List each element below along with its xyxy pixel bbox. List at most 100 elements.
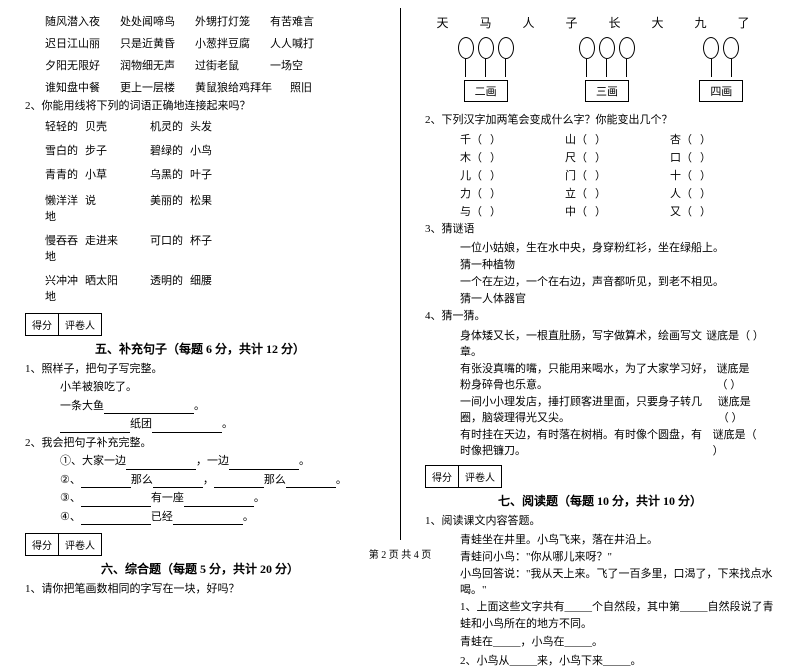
- q2-intro: 2、你能用线将下列的词语正确地连接起来吗？: [25, 98, 375, 115]
- q2-intro: 2、下列汉字加两笔会变成什么字？你能变出几个？: [425, 112, 775, 129]
- paren: ）: [700, 185, 775, 201]
- blank: [152, 421, 222, 433]
- pair-word: 懒洋洋地: [25, 192, 85, 224]
- left-column: 随风潜入夜处处闻啼鸟外甥打灯笼有苦难言 迟日江山丽只是近黄昏小葱拌豆腐人人喊打 …: [0, 0, 400, 545]
- text: ②、: [60, 474, 81, 486]
- poem-cell: 黄鼠狼给鸡拜年: [195, 79, 290, 95]
- pair-word: 美丽的: [135, 192, 190, 224]
- text: 那么: [131, 474, 153, 486]
- char: 尺（: [565, 149, 595, 165]
- poem-cell: 人人喊打: [270, 35, 330, 51]
- riddle: 一个在左边，一个在右边，声音都听见，到老不相见。: [425, 273, 775, 289]
- guess-line: 身体矮又长，一根直肚肠，写字做算术，绘画写文章。谜底是（ ）: [425, 327, 775, 359]
- pairs-block: 轻轻的贝壳机灵的头发 雪白的步子碧绿的小鸟 青青的小草乌黑的叶子 懒洋洋地说美丽…: [25, 118, 375, 304]
- sec7-q1: 1、阅读课文内容答题。: [425, 513, 775, 530]
- char: 又（: [670, 203, 700, 219]
- pair-word: 兴冲冲地: [25, 272, 85, 304]
- char: 木（: [460, 149, 490, 165]
- text: ①、大家一边: [60, 455, 126, 467]
- text: 一条大鱼: [60, 400, 104, 412]
- pair-word: 杯子: [190, 232, 240, 264]
- stroke-label: 四画: [699, 80, 743, 102]
- blank: [81, 495, 151, 507]
- poem-cell: 照旧: [290, 79, 330, 95]
- sec5-line: 一条大鱼。: [25, 398, 375, 415]
- passage: 小鸟回答说："我从天上来。飞了一百多里，口渴了，下来找点水喝。": [425, 565, 775, 597]
- poem-block: 随风潜入夜处处闻啼鸟外甥打灯笼有苦难言 迟日江山丽只是近黄昏小葱拌豆腐人人喊打 …: [25, 13, 375, 95]
- char: 与（: [460, 203, 490, 219]
- poem-cell: 随风潜入夜: [45, 13, 120, 29]
- pair-word: 雪白的: [25, 142, 85, 158]
- sec5-q2: 2、我会把句子补充完整。: [25, 435, 375, 452]
- char-add-block: 千（）山（）杏（） 木（）尺（）口（） 儿（）门（）十（） 力（）立（）人（） …: [425, 131, 775, 219]
- char: 千（: [460, 131, 490, 147]
- pair-word: 说: [85, 192, 135, 224]
- poem-cell: 外甥打灯笼: [195, 13, 270, 29]
- char: 力（: [460, 185, 490, 201]
- blank: [60, 421, 130, 433]
- guess-line: 有张没真嘴的嘴，只能用来喝水，为了大家学习好，粉身碎骨也乐意。谜底是（ ）: [425, 360, 775, 392]
- text: ，: [203, 474, 214, 486]
- riddle: 一位小姑娘，生在水中央，身穿粉红衫，坐在绿船上。: [425, 239, 775, 255]
- paren: ）: [700, 149, 775, 165]
- text: 有一座: [151, 492, 184, 504]
- paren: ）: [595, 185, 670, 201]
- paren: ）: [490, 131, 565, 147]
- pair-word: 细腰: [190, 272, 240, 304]
- pair-word: 小鸟: [190, 142, 240, 158]
- guess-line: 一间小小理发店，捶打顾客进里面，只要身子转几圈，脑袋理得光又尖。谜底是（ ）: [425, 393, 775, 425]
- passage: 青蛙坐在井里。小鸟飞来，落在井沿上。: [425, 531, 775, 547]
- paren: ）: [490, 149, 565, 165]
- paren: ）: [490, 203, 565, 219]
- poem-cell: 更上一层楼: [120, 79, 195, 95]
- char: 门（: [565, 167, 595, 183]
- q4: 4、猜一猜。: [425, 308, 775, 325]
- balloon-group: 三画: [578, 37, 636, 102]
- q3: 3、猜谜语: [425, 221, 775, 238]
- text: ④、: [60, 511, 81, 523]
- section-6-title: 六、综合题（每题 5 分，共计 20 分）: [25, 560, 375, 577]
- pair-word: 走进来: [85, 232, 135, 264]
- char: 十（: [670, 167, 700, 183]
- answer: 谜底是（ ）: [706, 327, 760, 359]
- char-row: 天 马 人 子 长 大 九 了: [425, 14, 775, 31]
- char: 中（: [565, 203, 595, 219]
- text: 身体矮又长，一根直肚肠，写字做算术，绘画写文章。: [460, 327, 706, 359]
- blank: [104, 402, 194, 414]
- pq1: 1、上面这些文字共有_____个自然段，其中第_____自然段说了青蛙和小鸟所在…: [425, 599, 775, 632]
- pair-word: 可口的: [135, 232, 190, 264]
- char: 山（: [565, 131, 595, 147]
- char: 口（: [670, 149, 700, 165]
- pair-word: 晒太阳: [85, 272, 135, 304]
- paren: ）: [595, 203, 670, 219]
- sec6-q1: 1、请你把笔画数相同的字写在一块，好吗？: [25, 581, 375, 598]
- balloon-group: 二画: [457, 37, 515, 102]
- guess-line: 有时挂在天边，有时落在树梢。有时像个圆盘，有时像把镰刀。谜底是（ ）: [425, 426, 775, 458]
- text: 有时挂在天边，有时落在树梢。有时像个圆盘，有时像把镰刀。: [460, 426, 713, 458]
- char: 杏（: [670, 131, 700, 147]
- char: 人（: [670, 185, 700, 201]
- poem-cell: 夕阳无限好: [45, 57, 120, 73]
- pair-word: 贝壳: [85, 118, 135, 134]
- balloon-group: 四画: [699, 37, 743, 102]
- blank: [173, 513, 243, 525]
- score-label: 得分: [426, 466, 459, 487]
- pair-word: 轻轻的: [25, 118, 85, 134]
- pair-word: 头发: [190, 118, 240, 134]
- poem-cell: 有苦难言: [270, 13, 330, 29]
- paren: ）: [595, 131, 670, 147]
- blank: [229, 458, 299, 470]
- sec5-line: ④、已经。: [25, 509, 375, 526]
- paren: ）: [700, 167, 775, 183]
- right-column: 天 马 人 子 长 大 九 了 二画 三画 四画 2、下列汉字加两笔会变成什么字…: [400, 0, 800, 545]
- blank: [81, 513, 151, 525]
- char: 儿（: [460, 167, 490, 183]
- answer: 谜底是（ ）: [717, 360, 760, 392]
- paren: ）: [595, 167, 670, 183]
- stroke-label: 三画: [585, 80, 629, 102]
- sec5-ex: 小羊被狼吃了。: [25, 379, 375, 396]
- paren: ）: [595, 149, 670, 165]
- answer: 谜底是（ ）: [718, 393, 760, 425]
- paren: ）: [490, 185, 565, 201]
- answer: 谜底是（ ）: [713, 426, 760, 458]
